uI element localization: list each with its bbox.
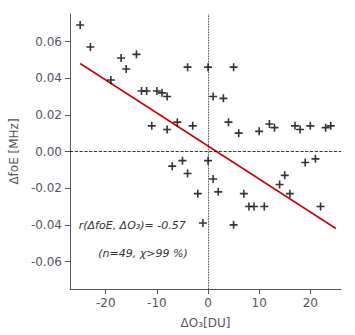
svg-text:-20: -20 [96, 296, 116, 310]
svg-text:0.02: 0.02 [35, 108, 62, 122]
svg-text:0: 0 [204, 296, 212, 310]
svg-text:-0.06: -0.06 [31, 255, 62, 269]
svg-text:0.04: 0.04 [35, 71, 62, 85]
svg-text:-0.02: -0.02 [31, 181, 62, 195]
svg-text:0.06: 0.06 [35, 35, 62, 49]
svg-text:(n=49, χ>99 %): (n=49, χ>99 %) [98, 247, 187, 260]
svg-text:-10: -10 [147, 296, 167, 310]
svg-text:10: 10 [252, 296, 267, 310]
svg-text:ΔfoE [MHz]: ΔfoE [MHz] [7, 118, 21, 184]
svg-text:-0.04: -0.04 [31, 218, 62, 232]
svg-text:ΔO₃[DU]: ΔO₃[DU] [181, 316, 231, 330]
svg-text:r(ΔfoE, ΔO₃)= -0.57: r(ΔfoE, ΔO₃)= -0.57 [79, 219, 186, 232]
svg-text:20: 20 [303, 296, 318, 310]
svg-text:0.00: 0.00 [35, 145, 62, 159]
